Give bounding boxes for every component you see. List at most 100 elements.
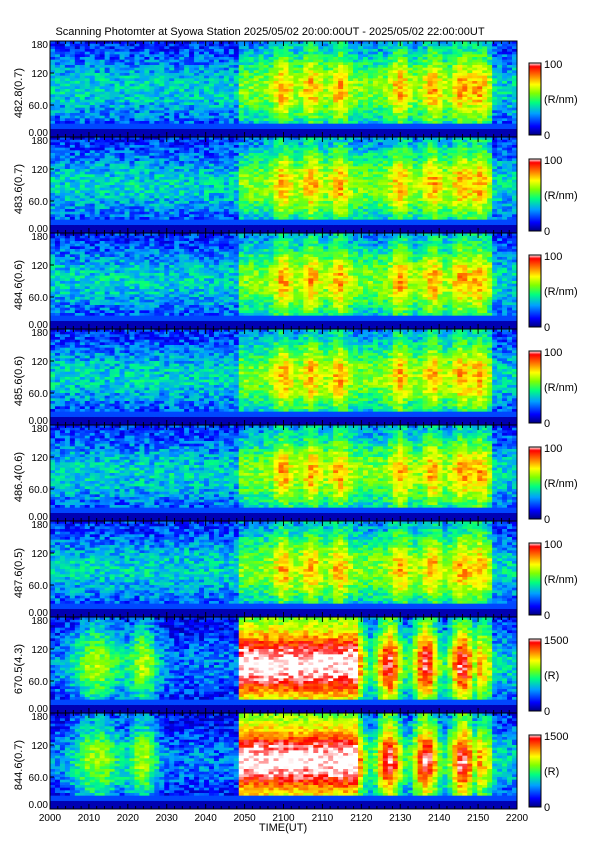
heatmap-cell — [125, 89, 130, 92]
heatmap-cell — [254, 57, 259, 60]
heatmap-cell — [234, 116, 239, 119]
heatmap-cell — [507, 70, 512, 73]
heatmap-cell — [179, 57, 184, 60]
heatmap-cell — [502, 118, 507, 121]
heatmap-cell — [229, 193, 234, 196]
heatmap-cell — [333, 73, 338, 76]
heatmap-cell — [120, 172, 125, 175]
heatmap-cell — [244, 217, 249, 220]
heatmap-cell — [204, 225, 209, 228]
heatmap-cell — [303, 124, 308, 127]
heatmap-cell — [318, 116, 323, 119]
heatmap-cell — [159, 172, 164, 175]
heatmap-cell — [229, 81, 234, 84]
heatmap-cell — [487, 57, 492, 60]
heatmap-cell — [482, 86, 487, 89]
heatmap-cell — [447, 121, 452, 124]
heatmap-cell — [134, 153, 139, 156]
heatmap-cell — [75, 153, 80, 156]
heatmap-cell — [293, 108, 298, 111]
heatmap-cell — [134, 68, 139, 71]
heatmap-cell — [174, 105, 179, 108]
heatmap-cell — [209, 225, 214, 228]
heatmap-cell — [239, 129, 244, 132]
heatmap-cell — [144, 161, 149, 164]
heatmap-cell — [144, 204, 149, 207]
heatmap-cell — [65, 198, 70, 201]
heatmap-cell — [492, 129, 497, 132]
heatmap-cell — [65, 201, 70, 204]
heatmap-cell — [50, 206, 55, 209]
heatmap-cell — [179, 62, 184, 65]
heatmap-cell — [80, 214, 85, 217]
heatmap-cell — [95, 46, 100, 49]
heatmap-cell — [144, 217, 149, 220]
heatmap-cell — [279, 116, 284, 119]
heatmap-cell — [358, 84, 363, 87]
heatmap-cell — [100, 198, 105, 201]
heatmap-cell — [408, 52, 413, 55]
heatmap-cell — [174, 108, 179, 111]
heatmap-cell — [224, 214, 229, 217]
heatmap-cell — [472, 97, 477, 100]
heatmap-cell — [60, 182, 65, 185]
heatmap-cell — [189, 100, 194, 103]
heatmap-cell — [442, 76, 447, 79]
heatmap-cell — [269, 132, 274, 135]
heatmap-cell — [149, 73, 154, 76]
heatmap-cell — [249, 49, 254, 52]
heatmap-cell — [65, 185, 70, 188]
heatmap-cell — [393, 52, 398, 55]
heatmap-cell — [274, 44, 279, 47]
heatmap-cell — [149, 113, 154, 116]
heatmap-cell — [388, 110, 393, 113]
heatmap-cell — [70, 57, 75, 60]
heatmap-cell — [482, 108, 487, 111]
heatmap-cell — [284, 44, 289, 47]
heatmap-cell — [507, 100, 512, 103]
heatmap-cell — [224, 132, 229, 135]
heatmap-cell — [433, 70, 438, 73]
heatmap-cell — [110, 164, 115, 167]
heatmap-cell — [313, 132, 318, 135]
heatmap-cell — [447, 73, 452, 76]
heatmap-cell — [80, 174, 85, 177]
heatmap-cell — [497, 92, 502, 95]
heatmap-cell — [214, 156, 219, 159]
heatmap-cell — [363, 46, 368, 49]
heatmap-cell — [264, 116, 269, 119]
heatmap-cell — [288, 116, 293, 119]
heatmap-cell — [234, 113, 239, 116]
heatmap-cell — [234, 209, 239, 212]
heatmap-cell — [313, 84, 318, 87]
heatmap-cell — [318, 124, 323, 127]
heatmap-cell — [139, 73, 144, 76]
heatmap-cell — [134, 193, 139, 196]
heatmap-cell — [338, 62, 343, 65]
heatmap-cell — [497, 49, 502, 52]
heatmap-cell — [174, 97, 179, 100]
heatmap-cell — [105, 108, 110, 111]
heatmap-cell — [65, 68, 70, 71]
heatmap-cell — [60, 222, 65, 225]
heatmap-cell — [244, 68, 249, 71]
heatmap-cell — [189, 206, 194, 209]
heatmap-cell — [293, 94, 298, 97]
heatmap-cell — [90, 148, 95, 151]
heatmap-cell — [50, 222, 55, 225]
heatmap-cell — [204, 81, 209, 84]
heatmap-cell — [154, 54, 159, 57]
heatmap-cell — [462, 89, 467, 92]
heatmap-cell — [194, 70, 199, 73]
heatmap-cell — [105, 100, 110, 103]
heatmap-cell — [149, 164, 154, 167]
heatmap-cell — [169, 180, 174, 183]
heatmap-cell — [467, 105, 472, 108]
heatmap-cell — [120, 65, 125, 68]
heatmap-cell — [418, 118, 423, 121]
heatmap-cell — [95, 78, 100, 81]
heatmap-cell — [115, 129, 120, 132]
heatmap-cell — [254, 100, 259, 103]
heatmap-cell — [328, 105, 333, 108]
heatmap-cell — [159, 193, 164, 196]
